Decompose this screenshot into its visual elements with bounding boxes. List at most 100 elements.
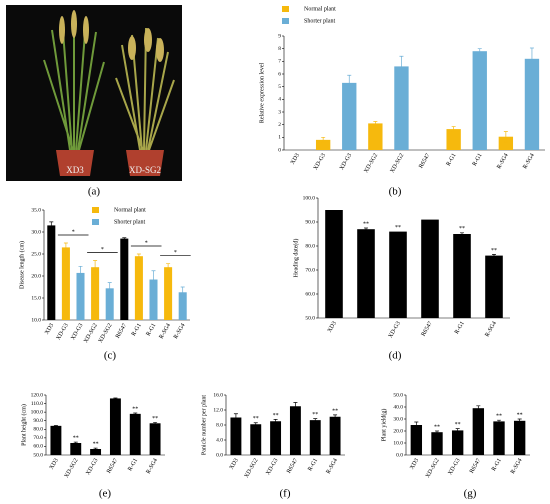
- legend-swatch: [92, 219, 99, 225]
- x-tick-label: R-SG4: [484, 321, 498, 338]
- significance-label: **: [455, 422, 461, 428]
- significance-label: **: [491, 248, 497, 254]
- x-tick-label: R-G1: [127, 458, 139, 473]
- x-tick-label: XD-SG2: [390, 153, 406, 174]
- panel-label: (g): [464, 488, 477, 500]
- y-tick-label: 15.0: [31, 295, 41, 301]
- y-tick-label: 40.0: [393, 404, 403, 410]
- error-bar: [503, 131, 508, 143]
- x-tick-label: XD-G3: [388, 321, 402, 340]
- significance-label: **: [332, 408, 338, 414]
- error-bar: [517, 418, 522, 423]
- y-tick-label: 120.0: [31, 392, 44, 398]
- legend-swatch: [282, 6, 289, 12]
- bar: [357, 229, 375, 318]
- x-tick-label: R-G1: [446, 153, 458, 168]
- significance-label: **: [253, 416, 259, 422]
- significance-label: **: [93, 442, 99, 448]
- y-axis-label: Disease length (cm): [18, 241, 25, 289]
- y-tick-label: 70.0: [33, 435, 43, 441]
- significance-label: **: [312, 412, 318, 418]
- error-bar: [364, 227, 368, 231]
- bar: [164, 267, 173, 320]
- bar: [134, 256, 143, 320]
- x-tick-label: R-SG4: [325, 458, 339, 475]
- x-tick-label: XD-SG2: [425, 458, 441, 479]
- error-bar: [166, 263, 171, 272]
- significance-label: **: [152, 416, 158, 422]
- x-tick-label: R-SG4: [173, 323, 187, 340]
- error-bar: [107, 282, 112, 295]
- error-bar: [122, 237, 127, 240]
- error-bar: [78, 265, 83, 280]
- bar: [485, 255, 503, 318]
- bar: [368, 123, 383, 150]
- x-tick-label: R-G1: [307, 458, 319, 473]
- bar: [394, 66, 409, 150]
- error-bar: [153, 422, 158, 425]
- error-bar: [293, 402, 298, 411]
- bar: [230, 417, 242, 455]
- x-tick-label: XD3: [409, 458, 420, 471]
- panel-label: (e): [99, 488, 112, 500]
- error-bar: [529, 47, 534, 70]
- error-bar: [399, 55, 404, 77]
- panel-label: (a): [88, 186, 101, 198]
- bar: [120, 238, 129, 320]
- legend-label: Normal plant: [114, 207, 146, 213]
- x-tick-label: R-SG4: [496, 153, 510, 170]
- bar: [289, 406, 301, 455]
- x-tick-label: R-SG4: [158, 323, 172, 340]
- error-bar: [253, 422, 258, 427]
- x-tick-label: R-G1: [491, 458, 503, 473]
- y-tick-label: 6: [278, 71, 281, 77]
- bar: [315, 139, 331, 150]
- bar: [70, 443, 82, 455]
- x-tick-label: R-SG4: [510, 458, 524, 475]
- x-tick-label: R6547: [469, 458, 482, 475]
- x-tick-label: R-G1: [146, 323, 158, 338]
- bar: [421, 219, 439, 318]
- bar: [325, 210, 343, 318]
- error-bar: [136, 253, 141, 259]
- y-tick-label: 50.0: [33, 452, 43, 458]
- bracket-label: *: [72, 229, 75, 235]
- significance-label: **: [459, 226, 465, 232]
- y-tick-label: 5: [278, 84, 281, 90]
- bar: [451, 430, 464, 455]
- error-bar: [113, 397, 118, 400]
- y-tick-label: 50.0: [305, 315, 315, 321]
- error-bar: [180, 286, 185, 298]
- x-tick-label: XD-G3: [447, 458, 461, 477]
- bar: [90, 449, 102, 455]
- error-bar: [347, 74, 352, 91]
- significance-label: **: [273, 413, 279, 419]
- bar: [105, 288, 114, 320]
- x-tick-label: R6547: [286, 458, 299, 475]
- x-tick-label: XD-G3: [70, 323, 84, 342]
- error-bar: [93, 447, 98, 451]
- y-tick-label: 70.0: [305, 267, 315, 273]
- x-tick-label: XD-G3: [85, 458, 99, 477]
- legend-label: Shorter plant: [304, 18, 335, 24]
- bar: [472, 408, 485, 455]
- x-tick-label: XD-SG2: [244, 458, 260, 479]
- panel-label: (f): [280, 488, 291, 500]
- bracket-label: *: [145, 240, 148, 246]
- y-tick-label: 0: [278, 147, 281, 153]
- error-bar: [233, 413, 238, 422]
- legend-swatch: [282, 18, 289, 24]
- x-tick-label: XD-G3: [56, 323, 70, 342]
- y-tick-label: 110.0: [31, 401, 43, 407]
- error-bar: [414, 421, 419, 429]
- bar: [513, 420, 526, 455]
- y-tick-label: 50.0: [393, 392, 403, 398]
- x-tick-label: R-G1: [472, 153, 484, 168]
- x-tick-label: XD3: [290, 153, 301, 166]
- y-tick-label: 80.0: [33, 427, 43, 433]
- panel-label: (d): [389, 350, 402, 362]
- error-bar: [63, 242, 68, 253]
- y-tick-label: 0.0: [396, 452, 403, 458]
- y-tick-label: 2: [278, 122, 281, 128]
